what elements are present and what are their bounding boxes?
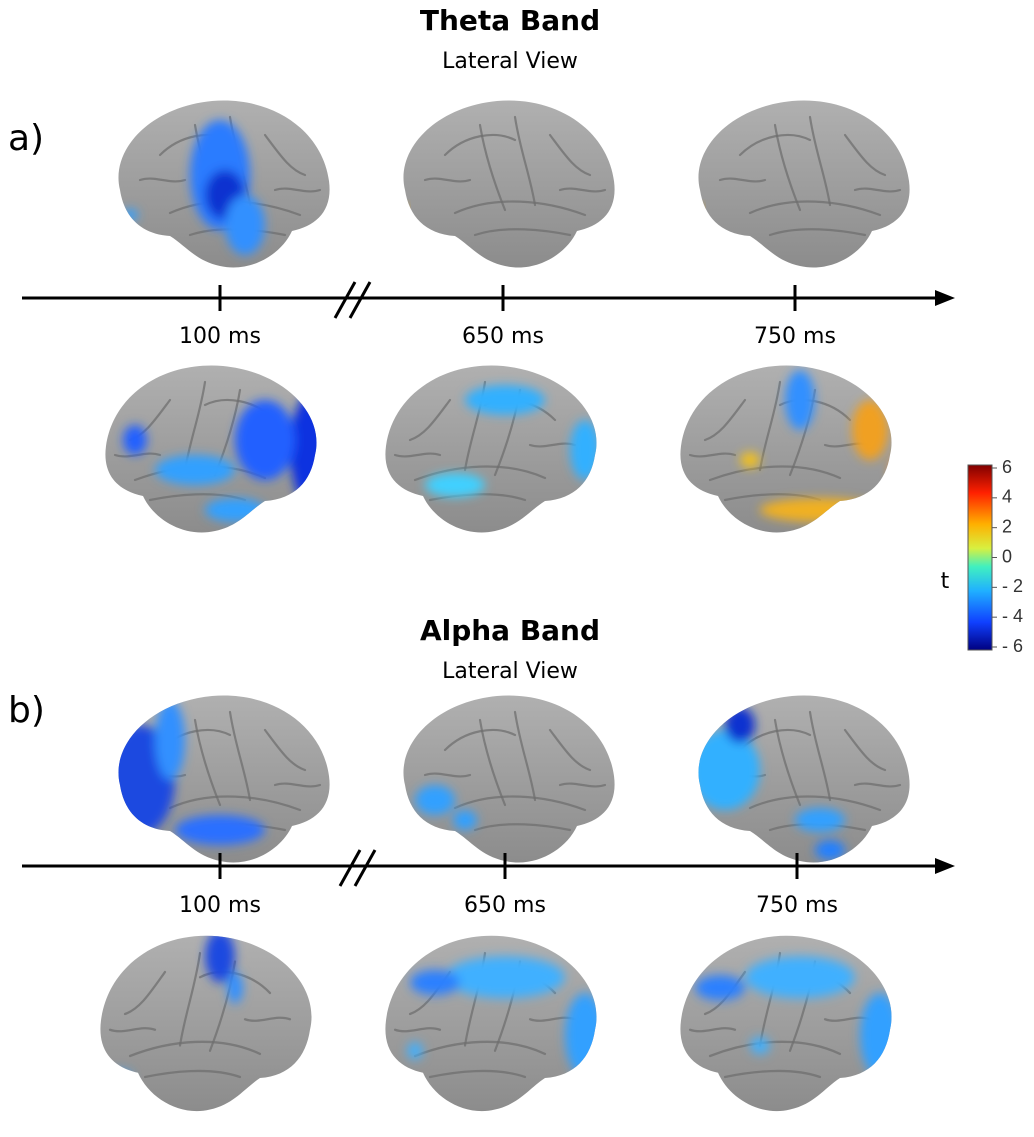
brain	[105, 366, 340, 533]
panel-title: Theta Band	[420, 4, 600, 37]
brain	[385, 366, 600, 533]
panel-subtitle: Lateral View	[442, 49, 578, 74]
colorbar-ticks: 6 4 2 0 - 2 - 4 - 6	[992, 457, 1023, 656]
time-label: 750 ms	[754, 324, 836, 349]
panel-title: Alpha Band	[420, 614, 600, 647]
colorbar-tick-label: 6	[1002, 457, 1012, 477]
timeline	[22, 282, 955, 318]
brain	[118, 101, 329, 268]
time-label: 650 ms	[464, 893, 546, 918]
brain	[680, 936, 900, 1111]
colorbar-tick-label: 4	[1002, 487, 1012, 507]
panel-label: b)	[8, 690, 45, 731]
brain	[105, 696, 330, 863]
brain	[690, 696, 910, 863]
brain-row	[105, 366, 910, 533]
panel-label: a)	[8, 118, 44, 159]
brain	[680, 366, 910, 533]
brain-row	[118, 101, 909, 268]
colorbar	[968, 465, 992, 650]
colorbar-tick-label: 0	[1002, 546, 1012, 566]
colorbar-tick-label: 2	[1002, 516, 1012, 536]
colorbar-label: t	[941, 569, 950, 594]
colorbar-tick-label: - 4	[1002, 606, 1023, 626]
time-label: 100 ms	[179, 893, 261, 918]
brain	[403, 696, 614, 863]
time-label: 100 ms	[179, 324, 261, 349]
brain-row	[100, 930, 900, 1111]
time-label: 750 ms	[756, 893, 838, 918]
brain	[385, 936, 605, 1111]
time-label: 650 ms	[462, 324, 544, 349]
brain-row	[105, 696, 910, 863]
panel-subtitle: Lateral View	[442, 659, 578, 684]
colorbar-tick-label: - 2	[1002, 576, 1023, 596]
brain	[398, 101, 615, 268]
figure: Theta Band Lateral View a) 100 ms 650 ms…	[0, 0, 1034, 1137]
brain	[100, 930, 311, 1111]
brain	[693, 101, 910, 268]
colorbar-tick-label: - 6	[1002, 636, 1023, 656]
